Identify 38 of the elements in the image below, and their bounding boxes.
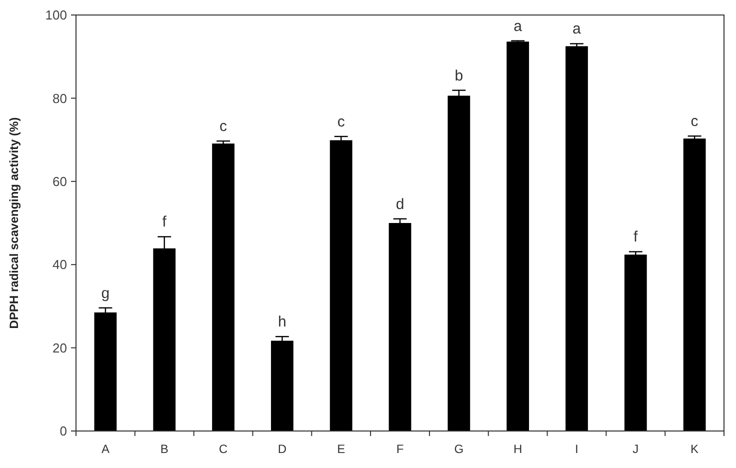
bar	[683, 138, 706, 431]
bar	[388, 223, 412, 431]
y-tick-label: 0	[60, 424, 67, 439]
bar	[624, 254, 647, 431]
annotation: c	[690, 113, 699, 130]
annotation: a	[514, 18, 523, 35]
bar	[270, 340, 294, 431]
x-tick-label: A	[101, 442, 110, 456]
y-axis-title: DPPH radical scavenging activity (%)	[7, 117, 21, 329]
annotation: g	[101, 284, 110, 302]
x-tick-label: E	[337, 442, 346, 456]
annotation: c	[220, 118, 228, 136]
annotation: h	[278, 314, 286, 331]
y-tick-label: 60	[52, 174, 67, 189]
annotation: f	[634, 228, 639, 246]
x-tick-label: C	[218, 442, 228, 456]
annotation: d	[396, 196, 404, 213]
annotation: b	[454, 67, 464, 84]
bar	[506, 42, 530, 431]
y-tick-label: 40	[52, 257, 67, 272]
bar	[94, 312, 117, 431]
bar	[330, 140, 352, 431]
annotation: f	[162, 214, 168, 231]
annotation: c	[337, 113, 346, 130]
annotation: a	[572, 20, 582, 38]
bar	[566, 46, 588, 431]
x-tick-label: I	[575, 442, 578, 456]
y-tick-label: 100	[45, 8, 67, 23]
x-tick-label: B	[160, 442, 168, 456]
x-tick-label: H	[513, 442, 522, 456]
y-tick-label: 80	[52, 90, 67, 106]
bar	[212, 144, 234, 431]
y-tick-label: 20	[52, 340, 67, 356]
x-tick-label: K	[690, 442, 699, 456]
x-tick-label: F	[396, 442, 404, 456]
x-tick-label: G	[454, 442, 464, 456]
x-tick-label: J	[632, 442, 639, 456]
x-tick-label: D	[278, 442, 287, 456]
